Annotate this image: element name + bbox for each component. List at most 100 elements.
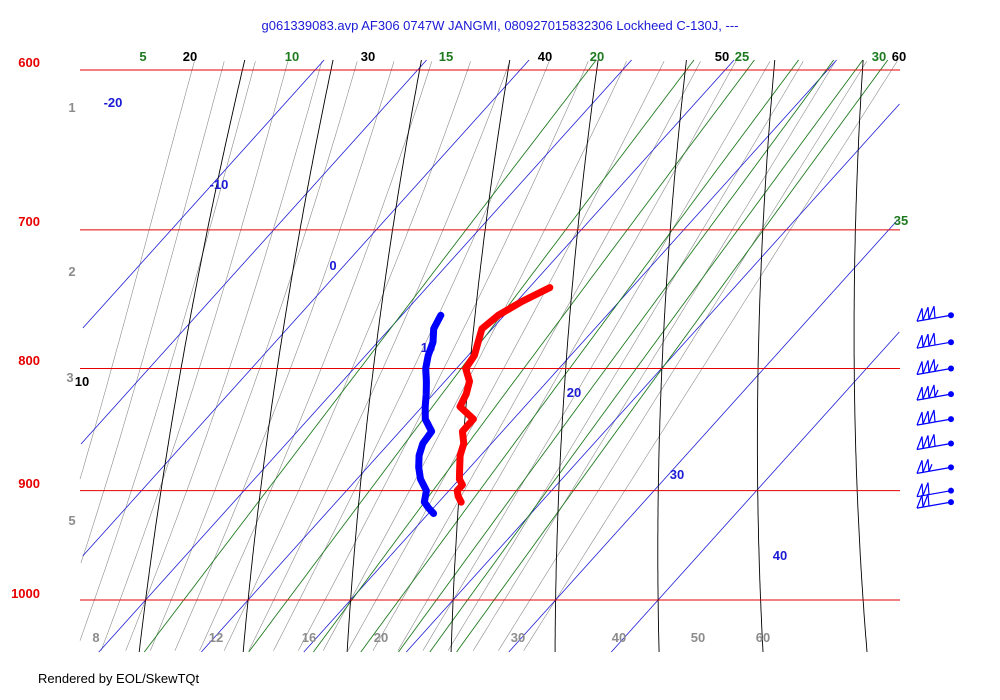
temperature-profile: [453, 284, 554, 506]
mixing-ratio-line: [143, 59, 597, 653]
height-label: 5: [68, 513, 75, 528]
pressure-label: 700: [18, 214, 40, 229]
moist-adiabats: [79, 61, 898, 651]
isotherm-line: [82, 59, 325, 329]
mixing-ratio-label: 25: [735, 49, 749, 64]
isotherm-label: 30: [670, 467, 684, 482]
isotherm-line: [98, 59, 632, 653]
moist-adiabat-line: [523, 61, 898, 651]
isotherm-line: [611, 331, 900, 653]
moist-adiabat-line: [125, 61, 323, 651]
moist-adiabat-label: 8: [92, 630, 99, 645]
moist-adiabat-line: [498, 61, 867, 651]
pressure-label: 600: [18, 55, 40, 70]
pressure-label: 900: [18, 476, 40, 491]
moist-adiabat-line: [422, 61, 771, 651]
isotherm-line: [508, 219, 898, 653]
mixing-ratio-label: 30: [872, 49, 886, 64]
moist-adiabat-line: [472, 61, 836, 651]
height-label: 3: [66, 370, 73, 385]
isotherm-label: -20: [104, 95, 123, 110]
mixing-ratio-label: 20: [590, 49, 604, 64]
wind-barb: [916, 493, 954, 509]
mixing-ratio-line: [360, 59, 799, 653]
moist-adiabat-line: [223, 61, 471, 651]
dry-adiabat-line: [346, 59, 422, 653]
isotherm-line: [80, 59, 427, 445]
isotherm-label: -10: [210, 177, 229, 192]
dry-adiabat-line: [554, 59, 599, 652]
dry-adiabat-label: 60: [892, 49, 906, 64]
wind-barb: [916, 384, 954, 401]
wind-barb: [916, 359, 954, 376]
wind-barbs: [916, 305, 954, 509]
isotherm-line: [201, 59, 735, 653]
pressure-label: 800: [18, 353, 40, 368]
wind-barb: [916, 305, 954, 322]
height-label: 1: [68, 100, 75, 115]
moist-adiabat-line: [79, 61, 256, 641]
wind-barb: [916, 434, 954, 451]
moist-adiabat-line: [322, 61, 627, 651]
moist-adiabat-line: [447, 61, 804, 651]
mixing-ratio-label: 15: [439, 49, 453, 64]
moist-adiabat-line: [100, 61, 289, 651]
dry-adiabat-label: 50: [715, 49, 729, 64]
chart-title: g061339083.avp AF306 0747W JANGMI, 08092…: [262, 18, 739, 33]
mixing-ratio-label: 5: [139, 49, 146, 64]
moist-adiabat-label: 40: [612, 630, 626, 645]
isotherm-line: [82, 59, 530, 557]
height-label: 2: [68, 264, 75, 279]
wind-barb: [916, 482, 954, 498]
moist-adiabat-line: [79, 61, 195, 480]
pressure-label: 1000: [11, 586, 40, 601]
dry-adiabat-label: 40: [538, 49, 552, 64]
dry-adiabat-line: [657, 59, 687, 653]
wind-barb: [916, 409, 954, 426]
footer-credit: Rendered by EOL/SkewTQt: [38, 671, 200, 686]
moist-adiabat-label: 20: [374, 630, 388, 645]
dry-adiabat-label: 10: [75, 374, 89, 389]
moist-adiabat-line: [150, 61, 358, 651]
moist-adiabat-label: 30: [511, 630, 525, 645]
moist-adiabat-line: [347, 61, 665, 651]
dry-adiabats: [138, 59, 868, 653]
mixing-ratio-lines: [143, 59, 889, 653]
dry-adiabat-label: 20: [183, 49, 197, 64]
moist-adiabat-label: 50: [691, 630, 705, 645]
mixing-ratio-line: [456, 59, 889, 653]
wind-barb: [916, 332, 954, 349]
moist-adiabat-line: [80, 61, 225, 564]
dewpoint-profile: [415, 311, 445, 517]
moist-adiabat-line: [298, 61, 589, 651]
moist-adiabat-line: [174, 61, 395, 651]
isotherm-label: 40: [773, 548, 787, 563]
isotherms: [80, 59, 900, 653]
isotherm-line: [303, 59, 837, 653]
mixing-ratio-line: [429, 59, 864, 653]
dry-adiabat-line: [756, 59, 776, 653]
mixing-ratio-label: 10: [285, 49, 299, 64]
axis-labels: 600 700 800 900 1000 -20 -10 0 10 20 30 40 20 30 40 50 6…: [11, 49, 908, 645]
isotherm-label: 20: [567, 385, 581, 400]
moist-adiabat-line: [397, 61, 737, 651]
isobars: [80, 69, 900, 601]
sounding-profiles: [415, 284, 554, 517]
moist-adiabat-label: 12: [209, 630, 223, 645]
mixing-ratio-label: 35: [894, 213, 908, 228]
mixing-ratio-line: [398, 59, 835, 653]
dry-adiabat-line: [138, 59, 246, 653]
isotherm-label: 0: [329, 258, 336, 273]
dry-adiabat-line: [242, 59, 334, 653]
moist-adiabat-line: [199, 61, 433, 651]
moist-adiabat-line: [372, 61, 701, 651]
dry-adiabat-label: 30: [361, 49, 375, 64]
mixing-ratio-line: [313, 59, 755, 653]
moist-adiabat-label: 16: [302, 630, 316, 645]
moist-adiabat-line: [273, 61, 550, 651]
wind-barb: [916, 459, 954, 474]
isotherm-line: [406, 103, 900, 653]
moist-adiabat-label: 60: [756, 630, 770, 645]
dry-adiabat-line: [853, 59, 868, 653]
